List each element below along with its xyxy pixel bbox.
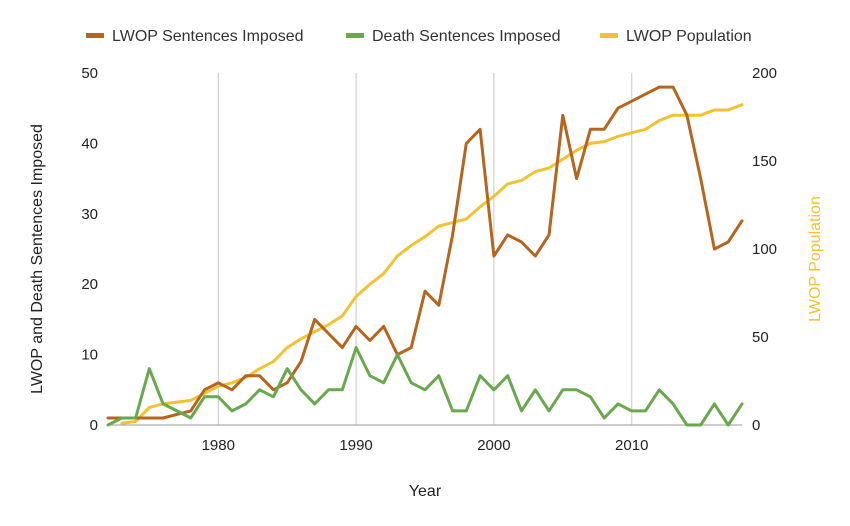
y2-tick-label: 200 xyxy=(752,65,777,82)
y-axis-right-ticks: 0 50 100 150 200 xyxy=(752,65,777,434)
legend-label-lwop-sentences: LWOP Sentences Imposed xyxy=(112,28,304,45)
legend-label-death-sentences: Death Sentences Imposed xyxy=(372,28,561,45)
y-tick-label: 50 xyxy=(81,65,98,82)
y-axis-title: LWOP and Death Sentences Imposed xyxy=(29,124,46,394)
gridlines xyxy=(217,73,633,425)
y2-tick-label: 0 xyxy=(752,417,760,434)
y2-tick-label: 50 xyxy=(752,329,769,346)
series-line-lwop-sentences-imposed xyxy=(106,85,744,420)
y-tick-label: 20 xyxy=(81,276,98,293)
y2-tick-label: 150 xyxy=(752,153,777,170)
x-tick-label: 2010 xyxy=(615,437,648,454)
y2-tick-label: 100 xyxy=(752,241,777,258)
x-axis-title: Year xyxy=(409,483,442,500)
series-layer xyxy=(106,85,744,427)
legend-swatch-lwop-population xyxy=(600,33,618,38)
legend-swatch-death-sentences xyxy=(346,33,364,38)
y-tick-label: 40 xyxy=(81,135,98,152)
legend-label-lwop-population: LWOP Population xyxy=(626,28,752,45)
series-line-death-sentences-imposed xyxy=(106,346,744,427)
legend: LWOP Sentences Imposed Death Sentences I… xyxy=(86,28,752,45)
x-axis-ticks: 1980 1990 2000 2010 xyxy=(202,437,649,454)
y-tick-label: 10 xyxy=(81,347,98,364)
x-tick-label: 1990 xyxy=(339,437,372,454)
y-tick-label: 30 xyxy=(81,206,98,223)
x-tick-label: 1980 xyxy=(202,437,235,454)
x-tick-label: 2000 xyxy=(477,437,510,454)
y-axis-left-ticks: 0 10 20 30 40 50 xyxy=(81,65,98,434)
y-tick-label: 0 xyxy=(90,417,98,434)
y2-axis-title: LWOP Population xyxy=(807,196,824,322)
legend-swatch-lwop-sentences xyxy=(86,33,104,38)
series-line-lwop-population xyxy=(120,103,744,425)
